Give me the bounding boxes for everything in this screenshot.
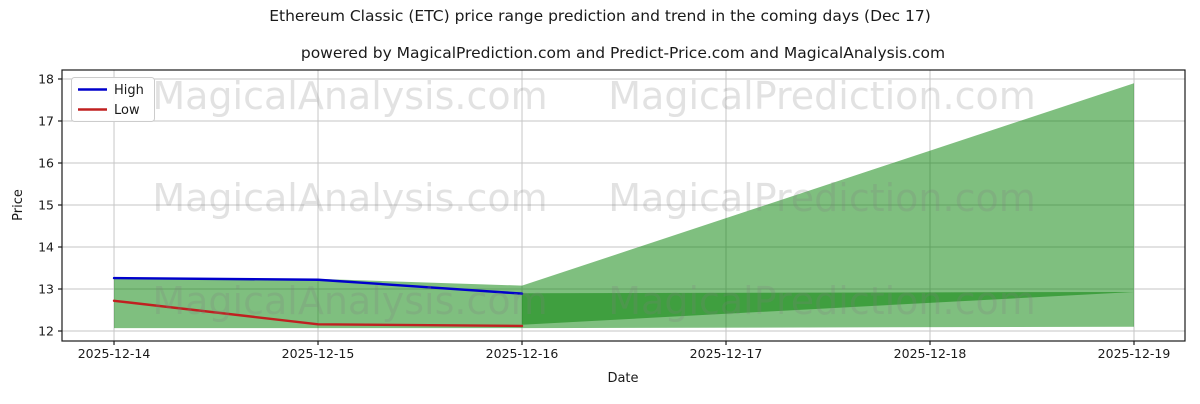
high-line <box>112 276 524 295</box>
x-tick-label: 2025-12-17 <box>690 346 763 361</box>
low-line <box>112 299 524 328</box>
x-tick-label: 2025-12-15 <box>282 346 355 361</box>
legend-high-label: High <box>114 83 144 98</box>
x-axis-label: Date <box>607 371 638 386</box>
y-tick-label: 15 <box>38 197 54 212</box>
watermark-text: MagicalAnalysis.com <box>152 74 547 118</box>
x-tick-label: 2025-12-19 <box>1098 346 1171 361</box>
axes: 2025-12-14 2025-12-15 2025-12-16 2025-12-17… <box>38 69 1186 361</box>
forecast-fan-polygon <box>522 83 1135 329</box>
forecast-low-wedge-polygon <box>522 291 1135 325</box>
y-tick-label: 14 <box>38 239 54 254</box>
y-tick-label: 12 <box>38 324 54 339</box>
watermark-text: MagicalPrediction.com <box>608 279 1036 323</box>
chart-title: Ethereum Classic (ETC) price range predi… <box>269 7 931 25</box>
x-tick-label: 2025-12-14 <box>78 346 151 361</box>
legend: High Low <box>71 77 155 122</box>
x-tick-label: 2025-12-16 <box>486 346 559 361</box>
history-range-polygon <box>114 277 523 329</box>
watermark-text: MagicalAnalysis.com <box>152 176 547 220</box>
y-tick-label: 16 <box>38 155 54 170</box>
x-tick-label: 2025-12-18 <box>894 346 967 361</box>
y-tick-label: 17 <box>38 113 54 128</box>
legend-low-label: Low <box>114 103 140 118</box>
price-lines <box>112 276 524 328</box>
y-tick-label: 13 <box>38 282 54 297</box>
y-axis-label: Price <box>11 189 26 221</box>
watermark-text: MagicalPrediction.com <box>608 74 1036 118</box>
watermark-text: MagicalAnalysis.com <box>152 279 547 323</box>
prediction-bands <box>114 83 1135 329</box>
watermarks: MagicalAnalysis.com MagicalPrediction.com… <box>152 74 1035 323</box>
chart-subtitle: powered by MagicalPrediction.com and Pre… <box>301 44 945 62</box>
y-tick-label: 18 <box>38 71 54 86</box>
watermark-text: MagicalPrediction.com <box>608 176 1036 220</box>
